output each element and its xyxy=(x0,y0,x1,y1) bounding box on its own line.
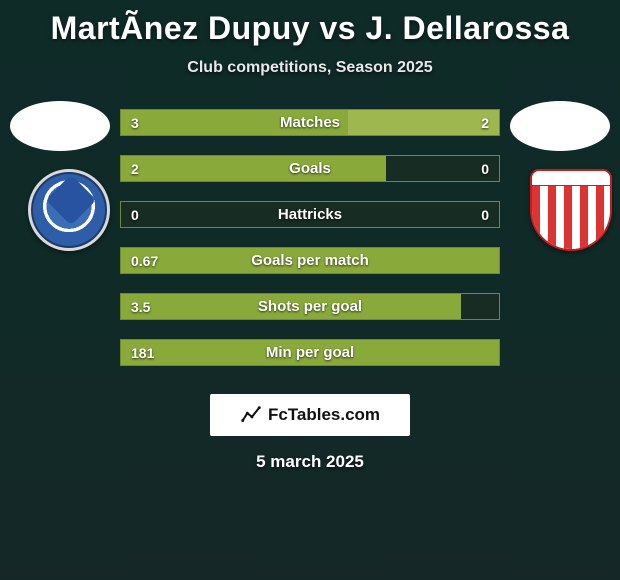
page-title: MartÃ­nez Dupuy vs J. Dellarossa xyxy=(0,0,620,47)
stat-label: Matches xyxy=(280,114,340,131)
comparison-panel: Matches 3 2 Goals 2 0 Hattricks 0 0 Goals per mat… xyxy=(0,109,620,472)
subtitle: Club competitions, Season 2025 xyxy=(0,59,620,77)
brand-badge: FcTables.com xyxy=(210,394,410,436)
stat-value-left: 2 xyxy=(131,161,139,177)
stat-label: Goals per match xyxy=(251,252,369,269)
brand-text: FcTables.com xyxy=(268,405,380,425)
stat-value-left: 0.67 xyxy=(131,253,158,269)
player-avatar-left xyxy=(10,101,110,151)
chart-icon xyxy=(240,404,262,426)
team-crest-right xyxy=(530,169,612,251)
player-avatar-right xyxy=(510,101,610,151)
stat-row: Goals 2 0 xyxy=(120,155,500,182)
stat-label: Min per goal xyxy=(266,344,354,361)
instituto-crest-icon xyxy=(530,169,612,251)
stat-value-left: 0 xyxy=(131,207,139,223)
stat-label: Goals xyxy=(289,160,331,177)
stat-value-right: 0 xyxy=(481,161,489,177)
stat-value-left: 3.5 xyxy=(131,299,150,315)
stat-row: Goals per match 0.67 xyxy=(120,247,500,274)
stat-value-left: 181 xyxy=(131,345,154,361)
stat-row: Shots per goal 3.5 xyxy=(120,293,500,320)
stat-row: Hattricks 0 0 xyxy=(120,201,500,228)
team-crest-left xyxy=(28,169,110,251)
godoy-cruz-crest-icon xyxy=(28,169,110,251)
stat-value-left: 3 xyxy=(131,115,139,131)
stats-list: Matches 3 2 Goals 2 0 Hattricks 0 0 Goals per mat… xyxy=(120,109,500,366)
stat-bar-right xyxy=(348,110,499,135)
stat-value-right: 0 xyxy=(481,207,489,223)
stat-label: Shots per goal xyxy=(258,298,362,315)
stat-value-right: 2 xyxy=(481,115,489,131)
date-label: 5 march 2025 xyxy=(0,452,620,472)
stat-label: Hattricks xyxy=(278,206,342,223)
stat-bar-left xyxy=(121,156,386,181)
stat-row: Matches 3 2 xyxy=(120,109,500,136)
stat-row: Min per goal 181 xyxy=(120,339,500,366)
